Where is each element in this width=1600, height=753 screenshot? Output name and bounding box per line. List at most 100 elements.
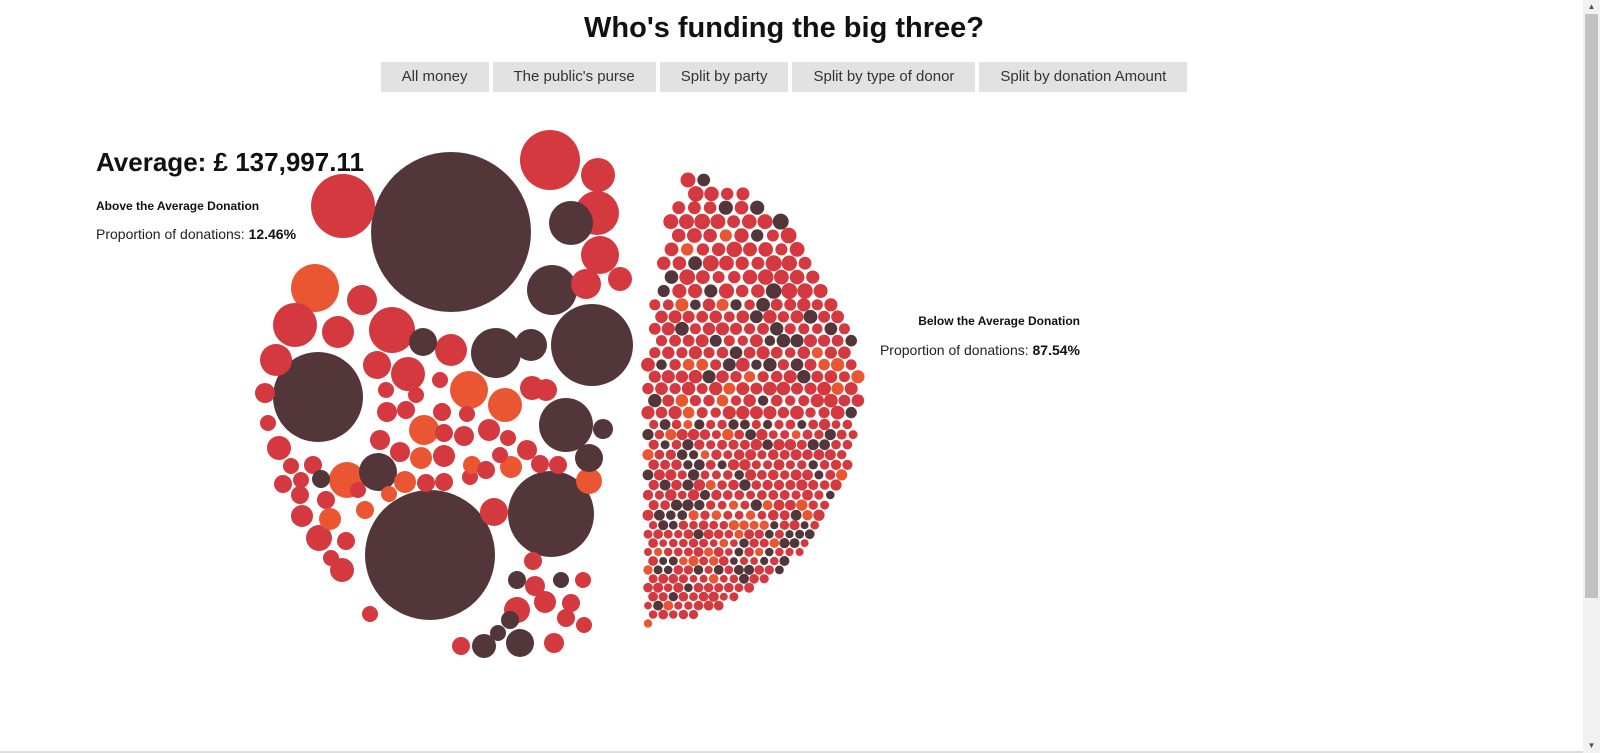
donation-bubble-red[interactable] — [798, 323, 810, 335]
donation-bubble-dark[interactable] — [688, 256, 702, 271]
donation-bubble-red[interactable] — [785, 479, 796, 491]
donation-bubble-red[interactable] — [825, 469, 836, 480]
donation-bubble-red[interactable] — [689, 574, 698, 583]
donation-bubble-dark[interactable] — [756, 297, 770, 312]
vertical-scrollbar[interactable]: ▲ ▼ — [1583, 0, 1600, 753]
donation-bubble-orange[interactable] — [728, 500, 739, 510]
donation-bubble-red[interactable] — [581, 158, 615, 192]
donation-bubble-dark[interactable] — [371, 152, 531, 312]
donation-bubble-dark[interactable] — [273, 352, 363, 442]
donation-bubble-red[interactable] — [744, 323, 756, 335]
donation-bubble-red[interactable] — [804, 334, 817, 348]
donation-bubble-red[interactable] — [759, 574, 769, 584]
donation-bubble-red[interactable] — [838, 394, 851, 407]
donation-bubble-orange[interactable] — [688, 555, 699, 567]
donation-bubble-red[interactable] — [785, 419, 796, 430]
donation-bubble-red[interactable] — [711, 242, 726, 257]
donation-bubble-red[interactable] — [824, 393, 838, 408]
donation-bubble-dark[interactable] — [668, 556, 678, 566]
donation-bubble-orange[interactable] — [643, 565, 653, 575]
donation-bubble-dark[interactable] — [718, 200, 733, 215]
donation-bubble-red[interactable] — [705, 459, 716, 470]
donation-bubble-red[interactable] — [255, 383, 275, 403]
donation-bubble-orange[interactable] — [675, 394, 689, 407]
donation-bubble-red[interactable] — [754, 565, 764, 575]
donation-bubble-orange[interactable] — [719, 538, 729, 548]
donation-bubble-red[interactable] — [711, 489, 722, 501]
donation-bubble-red[interactable] — [417, 474, 435, 492]
donation-bubble-red[interactable] — [642, 509, 654, 521]
donation-bubble-orange[interactable] — [675, 298, 689, 312]
donation-bubble-red[interactable] — [689, 395, 702, 407]
donation-bubble-red[interactable] — [728, 270, 741, 284]
donation-bubble-red[interactable] — [749, 574, 759, 584]
donation-bubble-red[interactable] — [796, 439, 807, 450]
donation-bubble-red[interactable] — [790, 449, 802, 461]
donation-bubble-red[interactable] — [774, 529, 784, 539]
donation-bubble-dark[interactable] — [699, 489, 711, 501]
donation-bubble-red[interactable] — [477, 461, 495, 479]
donation-bubble-orange[interactable] — [409, 415, 439, 445]
donation-bubble-red[interactable] — [808, 500, 818, 510]
donation-bubble-red[interactable] — [845, 359, 857, 371]
donation-bubble-red[interactable] — [698, 520, 709, 530]
donation-bubble-dark[interactable] — [757, 395, 769, 406]
donation-bubble-orange[interactable] — [755, 547, 764, 557]
donation-bubble-red[interactable] — [452, 637, 470, 655]
donation-bubble-dark[interactable] — [654, 509, 665, 521]
donation-bubble-red[interactable] — [648, 479, 659, 491]
donation-bubble-red[interactable] — [710, 407, 721, 418]
donation-bubble-red[interactable] — [267, 436, 291, 460]
donation-bubble-red[interactable] — [785, 395, 796, 406]
donation-bubble-red[interactable] — [260, 344, 292, 376]
donation-bubble-red[interactable] — [768, 449, 779, 461]
donation-bubble-red[interactable] — [751, 460, 761, 470]
donation-bubble-red[interactable] — [806, 270, 820, 284]
donation-bubble-red[interactable] — [723, 450, 733, 460]
donation-bubble-red[interactable] — [311, 174, 375, 238]
donation-bubble-red[interactable] — [779, 490, 790, 500]
donation-bubble-dark[interactable] — [553, 572, 569, 588]
donation-bubble-dark[interactable] — [683, 460, 693, 470]
donation-bubble-red[interactable] — [660, 459, 671, 470]
donation-bubble-red[interactable] — [751, 284, 765, 298]
donation-bubble-red[interactable] — [802, 429, 813, 440]
donation-bubble-red[interactable] — [838, 371, 850, 383]
donation-bubble-red[interactable] — [728, 439, 739, 450]
donation-bubble-red[interactable] — [729, 592, 739, 602]
donation-bubble-red[interactable] — [435, 424, 453, 442]
donation-bubble-red[interactable] — [837, 450, 847, 460]
donation-bubble-red[interactable] — [763, 406, 777, 420]
donation-bubble-dark[interactable] — [734, 470, 744, 480]
donation-bubble-red[interactable] — [658, 609, 669, 620]
donation-bubble-red[interactable] — [763, 460, 773, 470]
donation-bubble-dark[interactable] — [653, 600, 664, 611]
donation-bubble-red[interactable] — [824, 370, 838, 384]
donation-bubble-dark[interactable] — [663, 565, 673, 575]
donation-bubble-red[interactable] — [702, 255, 719, 272]
donation-bubble-dark[interactable] — [693, 459, 705, 471]
donation-bubble-dark[interactable] — [776, 333, 791, 348]
donation-bubble-red[interactable] — [781, 255, 797, 271]
donation-bubble-red[interactable] — [734, 583, 744, 593]
donation-bubble-dark[interactable] — [668, 520, 678, 530]
donation-bubble-red[interactable] — [696, 383, 708, 395]
donation-bubble-red[interactable] — [711, 430, 721, 440]
donation-bubble-red[interactable] — [762, 479, 773, 491]
donation-bubble-dark[interactable] — [539, 398, 593, 452]
donation-bubble-red[interactable] — [702, 322, 716, 336]
donation-bubble-red[interactable] — [783, 370, 797, 384]
donation-bubble-dark[interactable] — [739, 479, 751, 491]
donation-bubble-orange[interactable] — [744, 371, 756, 383]
donation-bubble-red[interactable] — [688, 609, 699, 620]
donation-bubble-dark[interactable] — [682, 499, 694, 511]
donation-bubble-red[interactable] — [804, 358, 817, 371]
donation-bubble-red[interactable] — [678, 591, 689, 602]
donation-bubble-dark[interactable] — [653, 565, 663, 575]
donation-bubble-dark[interactable] — [733, 564, 744, 575]
donation-bubble-red[interactable] — [653, 469, 665, 481]
donation-bubble-red[interactable] — [784, 347, 796, 359]
donation-bubble-red[interactable] — [703, 347, 715, 359]
donation-bubble-red[interactable] — [773, 459, 785, 471]
donation-bubble-red[interactable] — [719, 592, 728, 601]
